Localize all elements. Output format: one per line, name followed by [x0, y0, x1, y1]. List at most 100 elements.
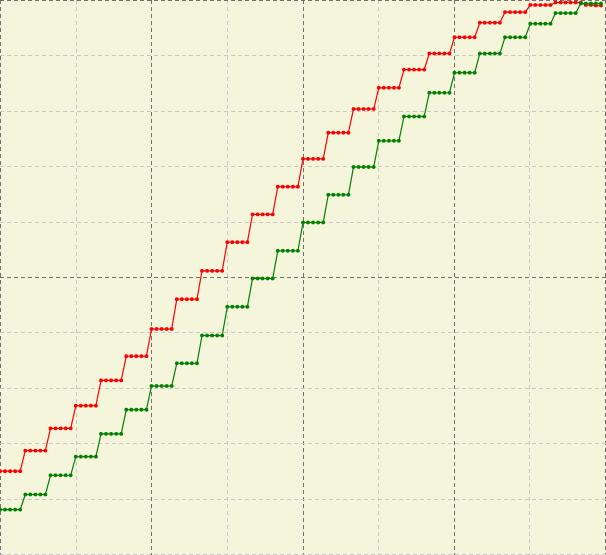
data-point	[326, 130, 331, 135]
data-point	[255, 276, 260, 281]
data-point	[538, 3, 543, 7]
data-point	[149, 384, 154, 388]
data-point	[139, 354, 144, 359]
data-point	[447, 90, 452, 95]
data-point	[498, 51, 502, 56]
data-point	[53, 426, 58, 431]
data-point	[412, 67, 416, 72]
data-point	[482, 20, 487, 25]
data-point	[275, 248, 280, 253]
data-point	[331, 192, 336, 197]
data-point	[508, 35, 512, 40]
data-point	[296, 248, 300, 253]
data-point	[493, 51, 497, 56]
data-point	[53, 473, 58, 478]
data-point	[134, 407, 139, 412]
data-point	[285, 248, 290, 253]
data-point	[129, 407, 134, 412]
data-point	[573, 11, 578, 16]
data-point	[200, 333, 204, 338]
data-point	[558, 11, 563, 16]
data-point	[119, 432, 124, 436]
data-point	[321, 157, 326, 161]
data-point	[220, 333, 225, 338]
data-point	[73, 403, 78, 408]
data-point	[508, 10, 512, 15]
data-point	[371, 107, 376, 111]
data-point	[589, 1, 593, 6]
data-point	[169, 327, 174, 331]
data-point	[94, 454, 98, 459]
data-point	[538, 21, 543, 26]
data-point	[351, 165, 356, 169]
data-point	[366, 165, 371, 169]
data-point	[0, 507, 2, 512]
data-point	[356, 107, 361, 111]
data-point	[316, 157, 321, 161]
data-point	[594, 1, 598, 6]
data-point	[104, 378, 108, 383]
data-point	[124, 354, 129, 359]
data-point	[43, 492, 48, 497]
data-point	[23, 448, 28, 453]
data-point	[583, 1, 588, 6]
data-point	[3, 507, 7, 512]
data-point	[392, 85, 396, 90]
data-point	[134, 354, 139, 359]
data-point	[296, 184, 300, 189]
data-point	[341, 192, 346, 197]
data-point	[301, 157, 305, 161]
data-point	[154, 384, 159, 388]
data-point	[291, 248, 295, 253]
data-point	[33, 492, 38, 497]
data-point	[270, 212, 275, 217]
data-point	[291, 184, 295, 189]
data-point	[578, 1, 583, 6]
data-point	[58, 426, 63, 431]
data-point	[139, 407, 144, 412]
data-point	[361, 107, 366, 111]
data-point	[169, 384, 174, 388]
data-point	[558, 0, 563, 5]
data-point	[179, 361, 184, 366]
data-point	[412, 114, 416, 119]
data-point	[503, 10, 507, 15]
data-point	[452, 70, 457, 75]
data-point	[336, 192, 341, 197]
data-point	[397, 85, 401, 90]
data-point	[387, 138, 391, 143]
data-point	[346, 130, 351, 135]
data-point	[205, 269, 210, 273]
data-point	[533, 21, 538, 26]
data-point	[371, 165, 376, 169]
data-point	[104, 432, 108, 436]
data-point	[407, 67, 411, 72]
data-point	[185, 361, 189, 366]
data-point	[89, 403, 93, 408]
data-point	[366, 107, 371, 111]
data-point	[270, 276, 275, 281]
data-point	[543, 3, 548, 7]
data-point	[321, 220, 326, 225]
data-point	[174, 361, 179, 366]
data-point	[599, 1, 603, 6]
data-point	[568, 0, 573, 5]
data-point	[144, 354, 149, 359]
data-point	[159, 327, 164, 331]
data-point	[493, 20, 497, 25]
data-point	[3, 469, 7, 474]
data-point	[422, 67, 427, 72]
data-point	[235, 240, 240, 245]
data-point	[528, 21, 533, 26]
data-point	[240, 304, 245, 309]
data-point	[83, 403, 88, 408]
data-point	[89, 454, 93, 459]
data-point	[513, 10, 517, 15]
data-point	[311, 220, 315, 225]
data-point	[427, 90, 432, 95]
data-point	[114, 432, 119, 436]
data-point	[114, 378, 119, 383]
data-point	[351, 107, 356, 111]
data-point	[99, 378, 103, 383]
data-point	[245, 240, 250, 245]
